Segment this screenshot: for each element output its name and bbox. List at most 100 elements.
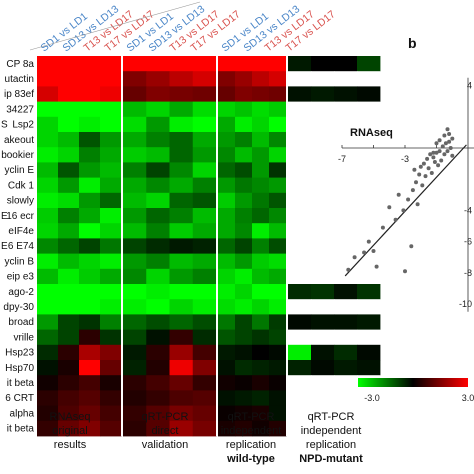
heatmap-cell [192,390,217,406]
heatmap-cell [100,116,122,133]
heatmap-cell [252,375,270,391]
heatmap-cell [100,192,122,209]
heatmap-cell [146,132,170,148]
scatter-point [371,249,376,253]
heatmap-cell [169,192,194,209]
scatter-point [421,161,426,166]
heatmap-cell [235,132,253,148]
heatmap-cell [235,177,253,194]
heatmap-cell [311,132,335,148]
heatmap-cell [357,329,381,346]
heatmap-cell [334,101,358,118]
heatmap-cell [123,390,147,406]
scatter-point [352,255,357,260]
heatmap-cell [357,223,381,239]
heatmap-cell [58,177,80,194]
heatmap-cell [37,375,59,391]
scatter-point [431,155,436,160]
heatmap-cell [37,268,59,285]
heatmap-cell [192,177,217,194]
heatmap-cell [357,420,381,437]
scatter-point [346,267,351,272]
heatmap-cell [218,147,236,163]
heatmap-cell [218,223,236,239]
heatmap-cell [269,268,287,285]
heatmap-cell [288,299,312,315]
heatmap-cell [288,177,312,194]
heatmap-cell [146,101,170,118]
heatmap-cell [311,314,335,330]
heatmap-cell [288,329,312,346]
x-tick-label: -3 [401,154,409,164]
heatmap-cell [146,223,170,239]
heatmap-cell [357,314,381,330]
heatmap-cell [334,116,358,133]
scatter-point [442,133,447,138]
heatmap-cell [252,147,270,163]
heatmap-cell [169,390,194,406]
heatmap-cell [288,253,312,270]
scatter-point [443,141,448,146]
heatmap-cell [357,284,381,300]
group-label-line: qRT-PCR [142,411,189,423]
heatmap-cell [357,192,381,209]
row-label-prefix: E [1,241,8,252]
heatmap [37,56,381,437]
heatmap-cell [37,329,59,346]
heatmap-cell [357,390,381,406]
heatmap-cell [269,405,287,422]
row-label: Cdk 1 [8,180,35,191]
heatmap-cell [192,284,217,300]
heatmap-cell [123,360,147,376]
scatter-point [450,136,455,141]
heatmap-cell [311,116,335,133]
heatmap-cell [357,56,381,72]
heatmap-cell [235,314,253,330]
heatmap-cell [218,360,236,376]
heatmap-cell [79,238,101,254]
heatmap-cell [37,284,59,300]
heatmap-cell [37,360,59,376]
heatmap-cell [79,390,101,406]
heatmap-cell [235,162,253,178]
heatmap-cell [169,238,194,254]
heatmap-cell [37,420,59,437]
heatmap-cell [288,132,312,148]
heatmap-cell [123,147,147,163]
heatmap-cell [269,86,287,102]
heatmap-cell [79,253,101,270]
heatmap-cell [269,101,287,118]
colorbar: -3.0 3.0 [358,378,474,403]
heatmap-cell [100,56,122,72]
heatmap-cell [334,360,358,376]
scatter-point [417,172,422,177]
heatmap-cell [58,162,80,178]
heatmap-cell [334,253,358,270]
heatmap-cell [37,223,59,239]
row-label: Hsp70 [5,363,34,374]
y-tick-label: -8 [464,268,472,278]
heatmap-cell [123,314,147,330]
heatmap-cell [79,360,101,376]
heatmap-cell [192,101,217,118]
scatter-plot: b RNAseq -7 -3 4 -4 -6 -8 -10 [338,35,474,312]
heatmap-cell [169,101,194,118]
heatmap-cell [100,253,122,270]
heatmap-cell [357,162,381,178]
heatmap-cell [288,284,312,300]
heatmap-cell [334,192,358,209]
row-label: it beta [7,424,35,435]
heatmap-cell [146,116,170,133]
panel-letter: b [408,35,417,51]
heatmap-cell [334,405,358,422]
heatmap-cell [146,284,170,300]
group-separator [286,56,288,436]
heatmap-cell [357,299,381,315]
scatter-point [429,171,434,175]
heatmap-cell [218,299,236,315]
heatmap-cell [100,299,122,315]
heatmap-cell [58,147,80,163]
heatmap-cell [58,268,80,285]
